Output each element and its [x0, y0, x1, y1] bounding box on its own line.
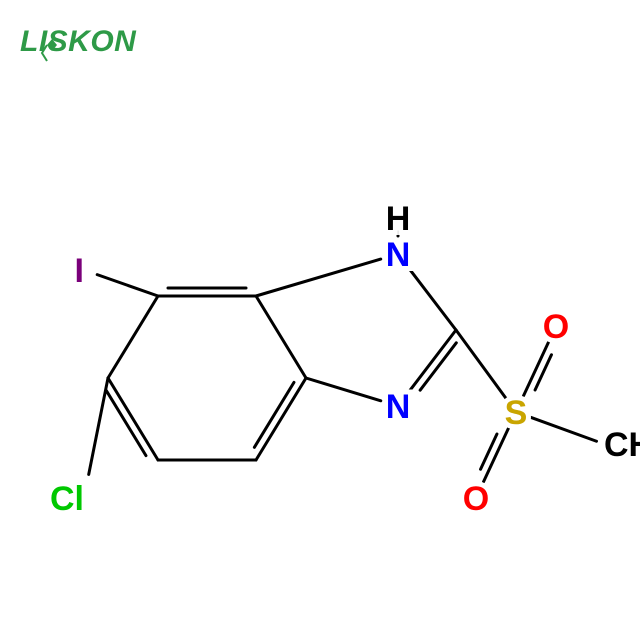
atom-n7: N: [386, 388, 411, 426]
atom-i: I: [75, 252, 84, 290]
atom-cl: Cl: [50, 480, 84, 518]
molecule-diagram: NNNNHHIIClClSSOOOOCH3CH3: [0, 0, 640, 640]
atom-o1: O: [463, 480, 489, 518]
atom-o2: O: [543, 308, 569, 346]
atom-h9: H: [386, 200, 411, 238]
atom-n9: N: [386, 236, 411, 274]
atom-ch3: CH3: [604, 426, 640, 470]
atom-s: S: [505, 394, 528, 432]
